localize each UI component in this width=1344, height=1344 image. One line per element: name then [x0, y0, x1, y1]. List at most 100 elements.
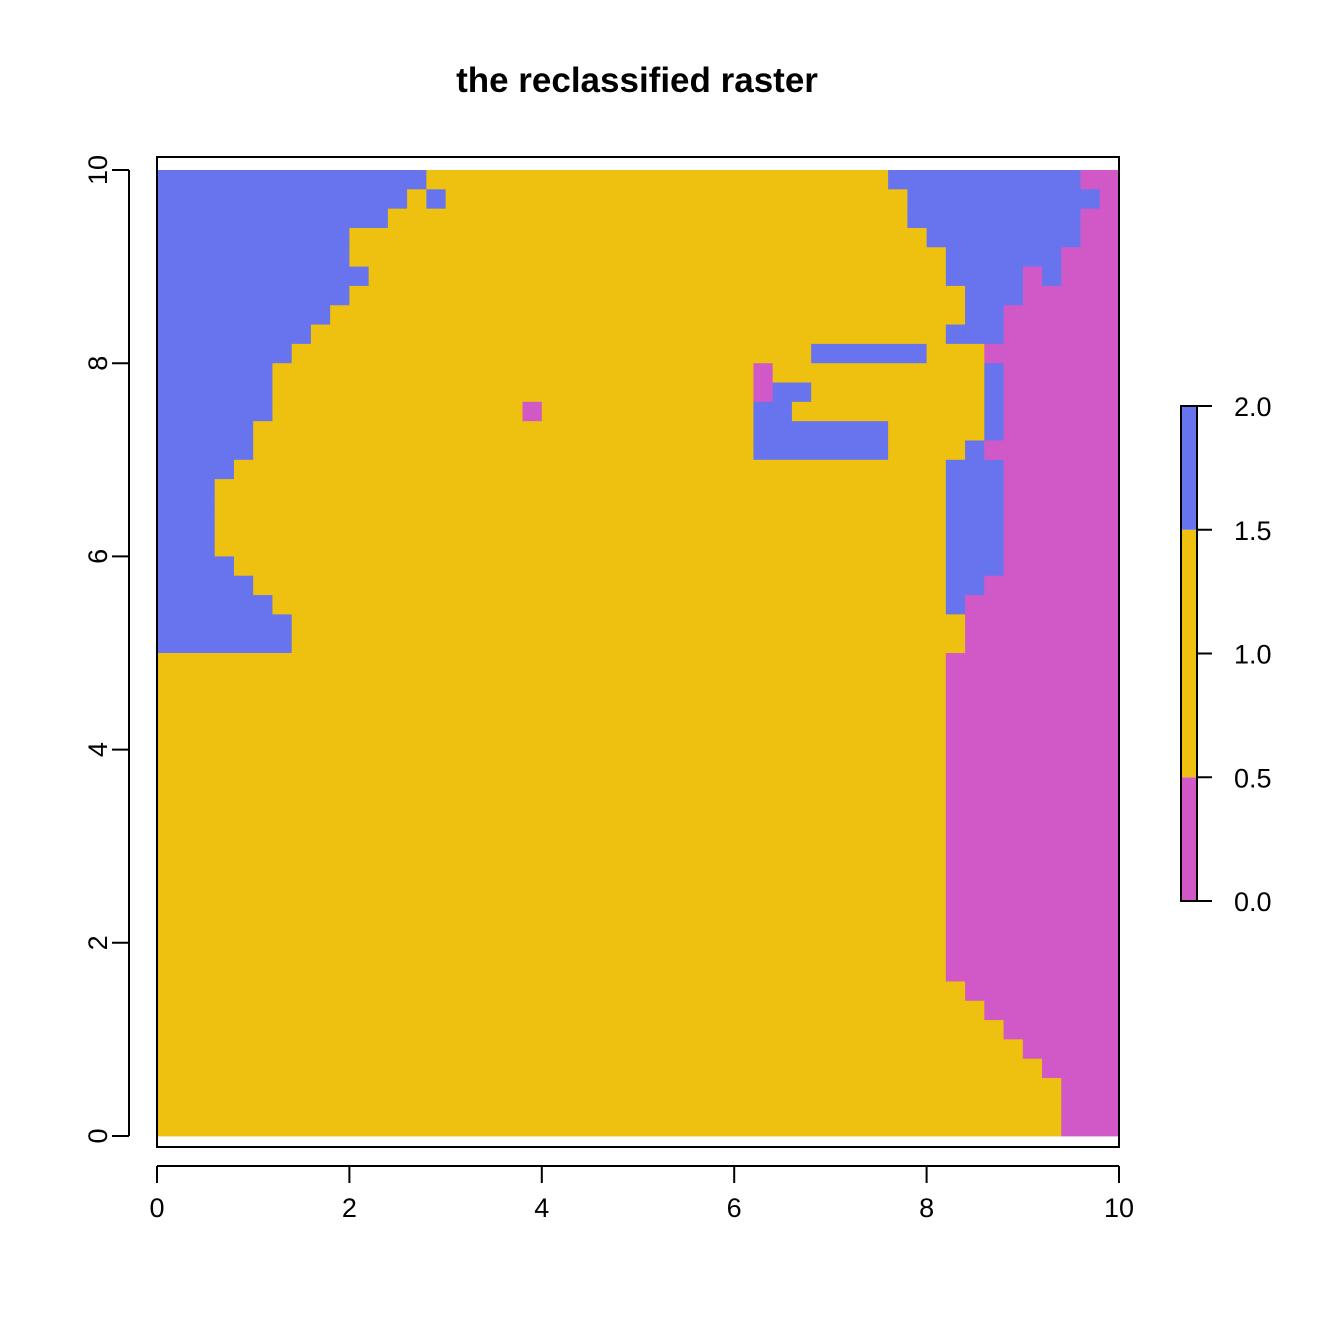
x-axis: 0 2 4 6 8 10 — [149, 1165, 1134, 1223]
raster-cell-run — [157, 1116, 1062, 1137]
raster-cell-run — [157, 227, 350, 248]
raster-cell-run — [1022, 285, 1120, 306]
raster-cell-run — [945, 788, 1120, 808]
raster-cell-run — [1061, 1078, 1120, 1098]
raster-cell-run — [753, 421, 889, 441]
raster-cell-run — [888, 170, 1081, 190]
raster-cell-run — [945, 710, 1120, 731]
raster-cell-run — [157, 517, 216, 538]
raster-cell-run — [157, 479, 216, 499]
raster-cell-run — [1061, 1116, 1120, 1137]
raster-cell-run — [945, 266, 1024, 287]
y-tick-label: 8 — [83, 356, 113, 371]
chart-title: the reclassified raster — [456, 61, 818, 100]
raster-cell-run — [157, 401, 273, 422]
raster-cell-run — [157, 324, 312, 345]
raster-cell-run — [157, 904, 947, 924]
raster-cell-run — [157, 962, 947, 982]
raster-cell-run — [965, 285, 1024, 306]
x-tick-label: 8 — [919, 1193, 934, 1223]
raster-cell-run — [984, 575, 1120, 596]
raster-cell-run — [945, 498, 1004, 519]
raster-cell-run — [945, 846, 1120, 866]
raster-cells — [157, 170, 1120, 1137]
y-tick-label: 4 — [83, 742, 113, 757]
raster-cell-run — [157, 865, 947, 886]
legend-tick-label: 0.5 — [1234, 763, 1272, 793]
raster-cell-run — [984, 363, 1004, 383]
raster-cell-run — [157, 189, 408, 210]
raster-cell-run — [945, 479, 1004, 499]
raster-cell-run — [157, 846, 947, 866]
raster-cell-run — [157, 537, 216, 557]
raster-cell-run — [945, 691, 1120, 712]
raster-cell-run — [984, 401, 1004, 422]
raster-cell-run — [1042, 1058, 1120, 1079]
x-tick-label: 4 — [534, 1193, 549, 1223]
raster-cell-run — [811, 382, 985, 403]
raster-cell-run — [272, 363, 754, 383]
raster-cell-run — [214, 498, 947, 519]
raster-cell-run — [945, 459, 1004, 480]
legend-swatch — [1181, 529, 1197, 778]
raster-cell-run — [349, 285, 966, 306]
raster-cell-run — [253, 575, 947, 596]
raster-cell-run — [1003, 537, 1120, 557]
raster-cell-run — [157, 826, 947, 847]
raster-cell-run — [945, 749, 1120, 770]
raster-cell-run — [888, 440, 966, 461]
raster-cell-run — [965, 305, 1004, 325]
raster-cell-run — [945, 575, 985, 596]
x-tick-label: 2 — [342, 1193, 357, 1223]
raster-cell-run — [272, 595, 947, 615]
raster-cell-run — [214, 517, 947, 538]
x-tick-label: 10 — [1104, 1193, 1134, 1223]
y-tick-label: 2 — [83, 935, 113, 950]
raster-cell-run — [157, 923, 947, 944]
raster-cell-run — [945, 962, 1120, 982]
raster-cell-run — [1061, 247, 1120, 267]
raster-cell-run — [157, 305, 331, 325]
raster-cell-run — [541, 401, 754, 422]
legend-swatch — [1181, 777, 1197, 901]
raster-cell-run — [157, 575, 254, 596]
raster-cell-run — [1061, 1097, 1120, 1118]
raster-cell-run — [157, 343, 293, 364]
raster-cell-run — [214, 537, 947, 557]
raster-cell-run — [157, 691, 947, 712]
legend-tick-label: 1.5 — [1234, 516, 1272, 546]
raster-cell-run — [945, 595, 966, 615]
raster-cell-run — [753, 401, 793, 422]
y-tick-label: 0 — [83, 1128, 113, 1143]
raster-cell-run — [965, 614, 1120, 635]
raster-cell-run — [984, 440, 1120, 461]
raster-cell-run — [945, 942, 1120, 963]
raster-cell-run — [157, 363, 273, 383]
raster-cell-run — [1003, 556, 1120, 577]
raster-cell-run — [157, 1058, 1043, 1079]
raster-cell-run — [1003, 498, 1120, 519]
raster-cell-run — [984, 343, 1120, 364]
y-tick-label: 6 — [83, 549, 113, 564]
raster-cell-run — [1080, 227, 1120, 248]
raster-cell-run — [1003, 401, 1120, 422]
raster-cell-run — [157, 807, 947, 828]
raster-cell-run — [291, 614, 966, 635]
raster-cell-run — [157, 421, 254, 441]
raster-cell-run — [945, 730, 1120, 750]
raster-cell-run — [157, 247, 350, 267]
x-tick-label: 0 — [149, 1193, 164, 1223]
raster-cell-run — [926, 343, 985, 364]
raster-cell-run — [349, 247, 947, 267]
raster-cell-run — [945, 537, 1004, 557]
raster-cell-run — [945, 923, 1120, 944]
raster-cell-run — [984, 1000, 1120, 1021]
x-tick-label: 6 — [727, 1193, 742, 1223]
legend-swatch — [1181, 406, 1197, 530]
raster-cell-run — [157, 672, 947, 693]
raster-cell-run — [157, 981, 966, 1002]
raster-cell-run — [945, 884, 1120, 905]
raster-cell-run — [1080, 170, 1120, 190]
raster-cell-run — [945, 324, 1004, 345]
raster-cell-run — [965, 633, 1120, 654]
